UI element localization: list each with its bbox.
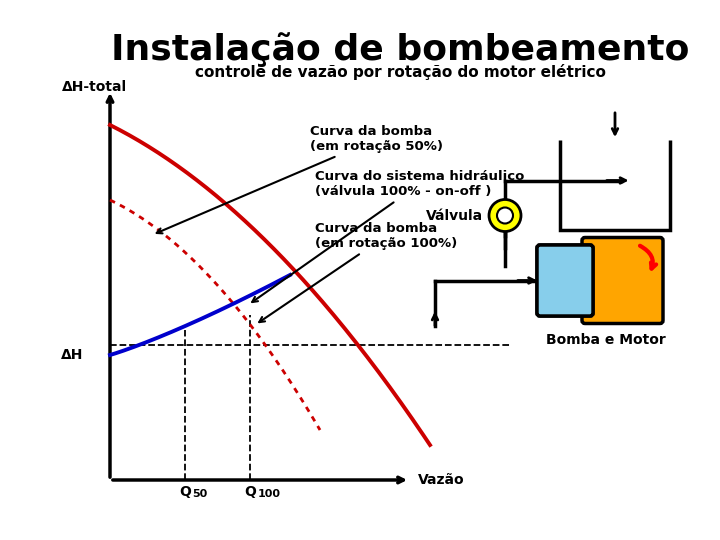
- Text: Bomba e Motor: Bomba e Motor: [546, 333, 666, 347]
- Text: Q: Q: [179, 485, 191, 499]
- Circle shape: [497, 207, 513, 224]
- FancyBboxPatch shape: [582, 238, 663, 323]
- Circle shape: [489, 199, 521, 232]
- Text: Válvula: Válvula: [426, 208, 483, 222]
- Text: 50: 50: [192, 489, 207, 499]
- Text: Vazão: Vazão: [418, 473, 464, 487]
- Text: Curva da bomba
(em rotação 50%): Curva da bomba (em rotação 50%): [157, 125, 443, 233]
- Text: Q: Q: [244, 485, 256, 499]
- Text: ΔH-total: ΔH-total: [62, 80, 127, 94]
- FancyBboxPatch shape: [537, 245, 593, 316]
- Text: controle de vazão por rotação do motor elétrico: controle de vazão por rotação do motor e…: [194, 64, 606, 80]
- Text: 100: 100: [258, 489, 281, 499]
- Text: Curva da bomba
(em rotação 100%): Curva da bomba (em rotação 100%): [259, 222, 457, 322]
- Text: ΔH: ΔH: [60, 348, 84, 362]
- FancyBboxPatch shape: [537, 245, 593, 316]
- Text: Instalação de bombeamento: Instalação de bombeamento: [111, 32, 689, 67]
- Text: Curva do sistema hidráulico
(válvula 100% - on-off ): Curva do sistema hidráulico (válvula 100…: [252, 170, 524, 302]
